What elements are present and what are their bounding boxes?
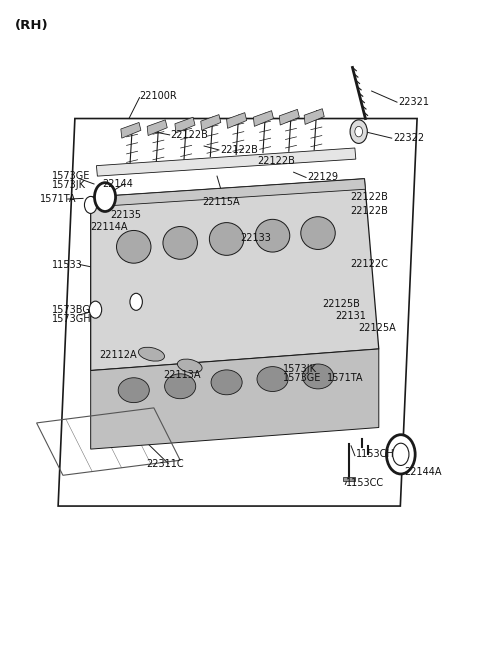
Circle shape xyxy=(350,120,367,144)
Text: 1573GH: 1573GH xyxy=(52,314,92,325)
Text: 22144A: 22144A xyxy=(404,467,442,477)
Ellipse shape xyxy=(163,226,197,259)
Text: 22129: 22129 xyxy=(307,173,338,182)
Text: 11533: 11533 xyxy=(52,260,83,270)
Text: 22125B: 22125B xyxy=(323,298,360,309)
Text: 22321: 22321 xyxy=(398,97,429,107)
Ellipse shape xyxy=(302,364,334,389)
Polygon shape xyxy=(91,178,379,371)
Polygon shape xyxy=(279,110,300,125)
Circle shape xyxy=(393,443,409,466)
Text: 22125A: 22125A xyxy=(359,323,396,333)
Text: 1153CC: 1153CC xyxy=(346,478,384,488)
Text: 22122B: 22122B xyxy=(350,192,388,202)
Text: 22122B: 22122B xyxy=(350,207,388,216)
Polygon shape xyxy=(175,117,195,133)
Text: (RH): (RH) xyxy=(15,19,48,32)
Polygon shape xyxy=(253,111,274,127)
Polygon shape xyxy=(121,123,141,138)
Polygon shape xyxy=(343,478,355,482)
Text: 1571TA: 1571TA xyxy=(327,373,364,383)
Ellipse shape xyxy=(301,216,335,249)
Text: 22122B: 22122B xyxy=(257,156,295,166)
Text: 22122B: 22122B xyxy=(220,145,258,155)
Text: 22112A: 22112A xyxy=(99,350,136,361)
Polygon shape xyxy=(304,109,324,125)
Ellipse shape xyxy=(209,222,244,255)
Polygon shape xyxy=(227,113,247,129)
Circle shape xyxy=(130,293,143,310)
Ellipse shape xyxy=(178,359,202,373)
Text: 1573JK: 1573JK xyxy=(52,180,86,190)
Circle shape xyxy=(355,127,362,137)
Ellipse shape xyxy=(165,374,196,399)
Ellipse shape xyxy=(138,347,165,361)
Ellipse shape xyxy=(257,367,288,392)
Text: 1573GE: 1573GE xyxy=(52,171,91,181)
Text: 1573JK: 1573JK xyxy=(283,363,317,373)
Text: 22322: 22322 xyxy=(393,133,424,143)
Text: 1573BG: 1573BG xyxy=(52,305,91,316)
Text: 22144: 22144 xyxy=(102,179,133,189)
Circle shape xyxy=(95,182,116,211)
Text: 22113A: 22113A xyxy=(163,370,201,380)
Text: 22131: 22131 xyxy=(336,311,367,321)
Polygon shape xyxy=(147,120,167,136)
Circle shape xyxy=(84,196,97,213)
Ellipse shape xyxy=(118,378,149,403)
Text: 22311C: 22311C xyxy=(147,459,184,468)
Polygon shape xyxy=(96,148,356,176)
Text: 22100R: 22100R xyxy=(140,91,177,100)
Polygon shape xyxy=(91,178,365,207)
Ellipse shape xyxy=(255,219,290,252)
Ellipse shape xyxy=(211,370,242,395)
Text: 22122C: 22122C xyxy=(350,259,388,269)
Ellipse shape xyxy=(117,230,151,263)
Text: 22133: 22133 xyxy=(240,234,271,243)
Polygon shape xyxy=(201,115,221,131)
Text: 1153CH: 1153CH xyxy=(356,449,395,459)
Text: 22114A: 22114A xyxy=(91,222,128,232)
Polygon shape xyxy=(91,349,379,449)
Text: 22122B: 22122B xyxy=(170,130,208,140)
Text: 1573GE: 1573GE xyxy=(283,373,322,383)
Circle shape xyxy=(386,435,415,474)
Circle shape xyxy=(89,301,102,318)
Text: 1571TA: 1571TA xyxy=(40,194,76,204)
Text: 22135: 22135 xyxy=(110,211,141,220)
Text: 22115A: 22115A xyxy=(203,197,240,207)
